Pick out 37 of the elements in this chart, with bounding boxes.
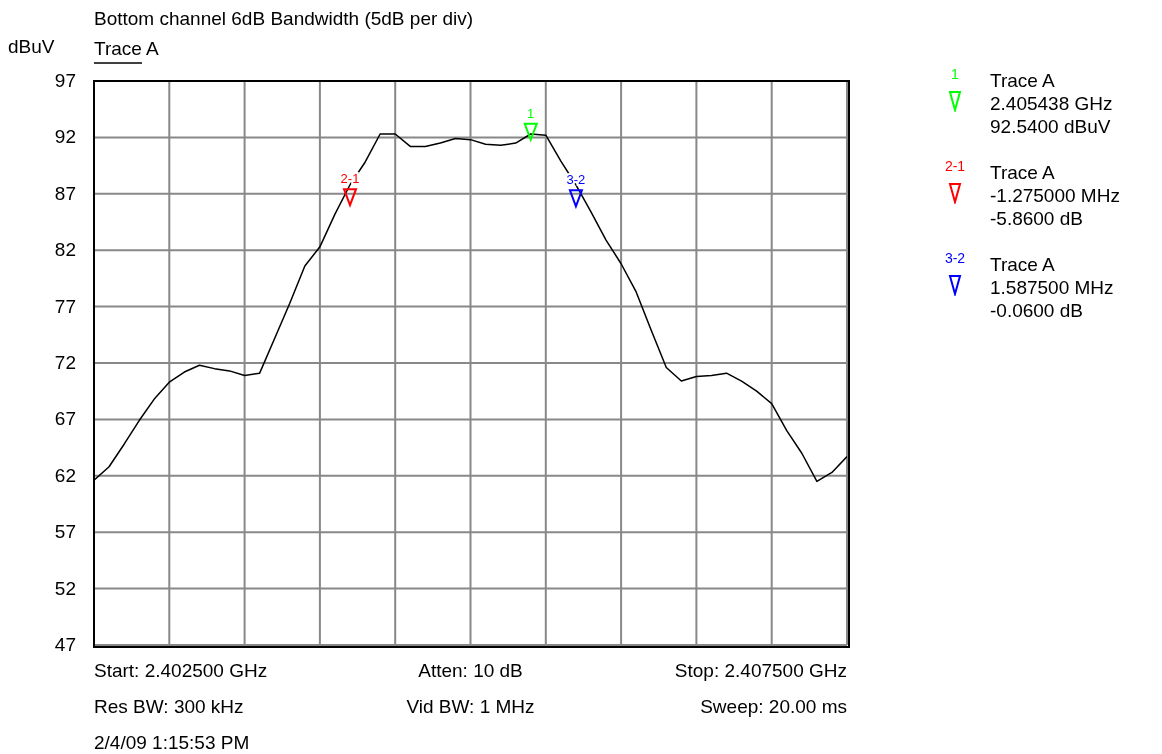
text: Trace A bbox=[990, 254, 1055, 276]
y-axis-title: dBuV bbox=[8, 36, 55, 58]
text: 2/4/09 1:15:53 PM bbox=[94, 732, 250, 754]
y-tick-label: 52 bbox=[54, 577, 76, 599]
y-tick-label: 72 bbox=[54, 352, 76, 373]
text: Sweep: 20.00 ms bbox=[700, 696, 847, 718]
y-tick-label: 97 bbox=[54, 70, 76, 91]
text: -5.8600 dB bbox=[990, 208, 1083, 230]
y-tick-label: 82 bbox=[54, 239, 76, 261]
y-tick-label: 77 bbox=[54, 295, 76, 317]
text: Trace A bbox=[990, 162, 1055, 184]
text: 1.587500 MHz bbox=[990, 277, 1114, 299]
y-tick-label: 62 bbox=[54, 464, 76, 486]
y-tick-label: 57 bbox=[54, 521, 76, 543]
text: -0.0600 dB bbox=[990, 300, 1083, 322]
y-tick-label: 47 bbox=[54, 634, 76, 655]
text: 2-1 bbox=[944, 158, 966, 174]
point bbox=[523, 122, 538, 141]
y-tick-label: 87 bbox=[54, 182, 76, 204]
text: -1.275000 MHz bbox=[990, 185, 1120, 207]
text: Trace A bbox=[94, 38, 159, 60]
text: Trace A bbox=[990, 70, 1055, 92]
y-tick-label: 67 bbox=[54, 408, 76, 430]
text: 92.5400 dBuV bbox=[990, 116, 1111, 138]
chart-title: Bottom channel 6dB Bandwidth (5dB per div) bbox=[94, 8, 474, 30]
text: Stop: 2.407500 GHz bbox=[674, 660, 847, 682]
text: 2.405438 GHz bbox=[990, 93, 1113, 115]
text: Start: 2.402500 GHz bbox=[94, 660, 268, 682]
text: 1 bbox=[951, 66, 959, 82]
text: Res BW: 300 kHz bbox=[94, 696, 244, 718]
text: 3-2 bbox=[944, 250, 966, 266]
point bbox=[343, 188, 358, 207]
text: Atten: 10 dB bbox=[418, 660, 523, 682]
point bbox=[568, 189, 583, 208]
series-label: 1 bbox=[527, 105, 535, 121]
text: Vid BW: 1 MHz bbox=[406, 696, 535, 718]
y-tick-label: 92 bbox=[54, 126, 76, 148]
